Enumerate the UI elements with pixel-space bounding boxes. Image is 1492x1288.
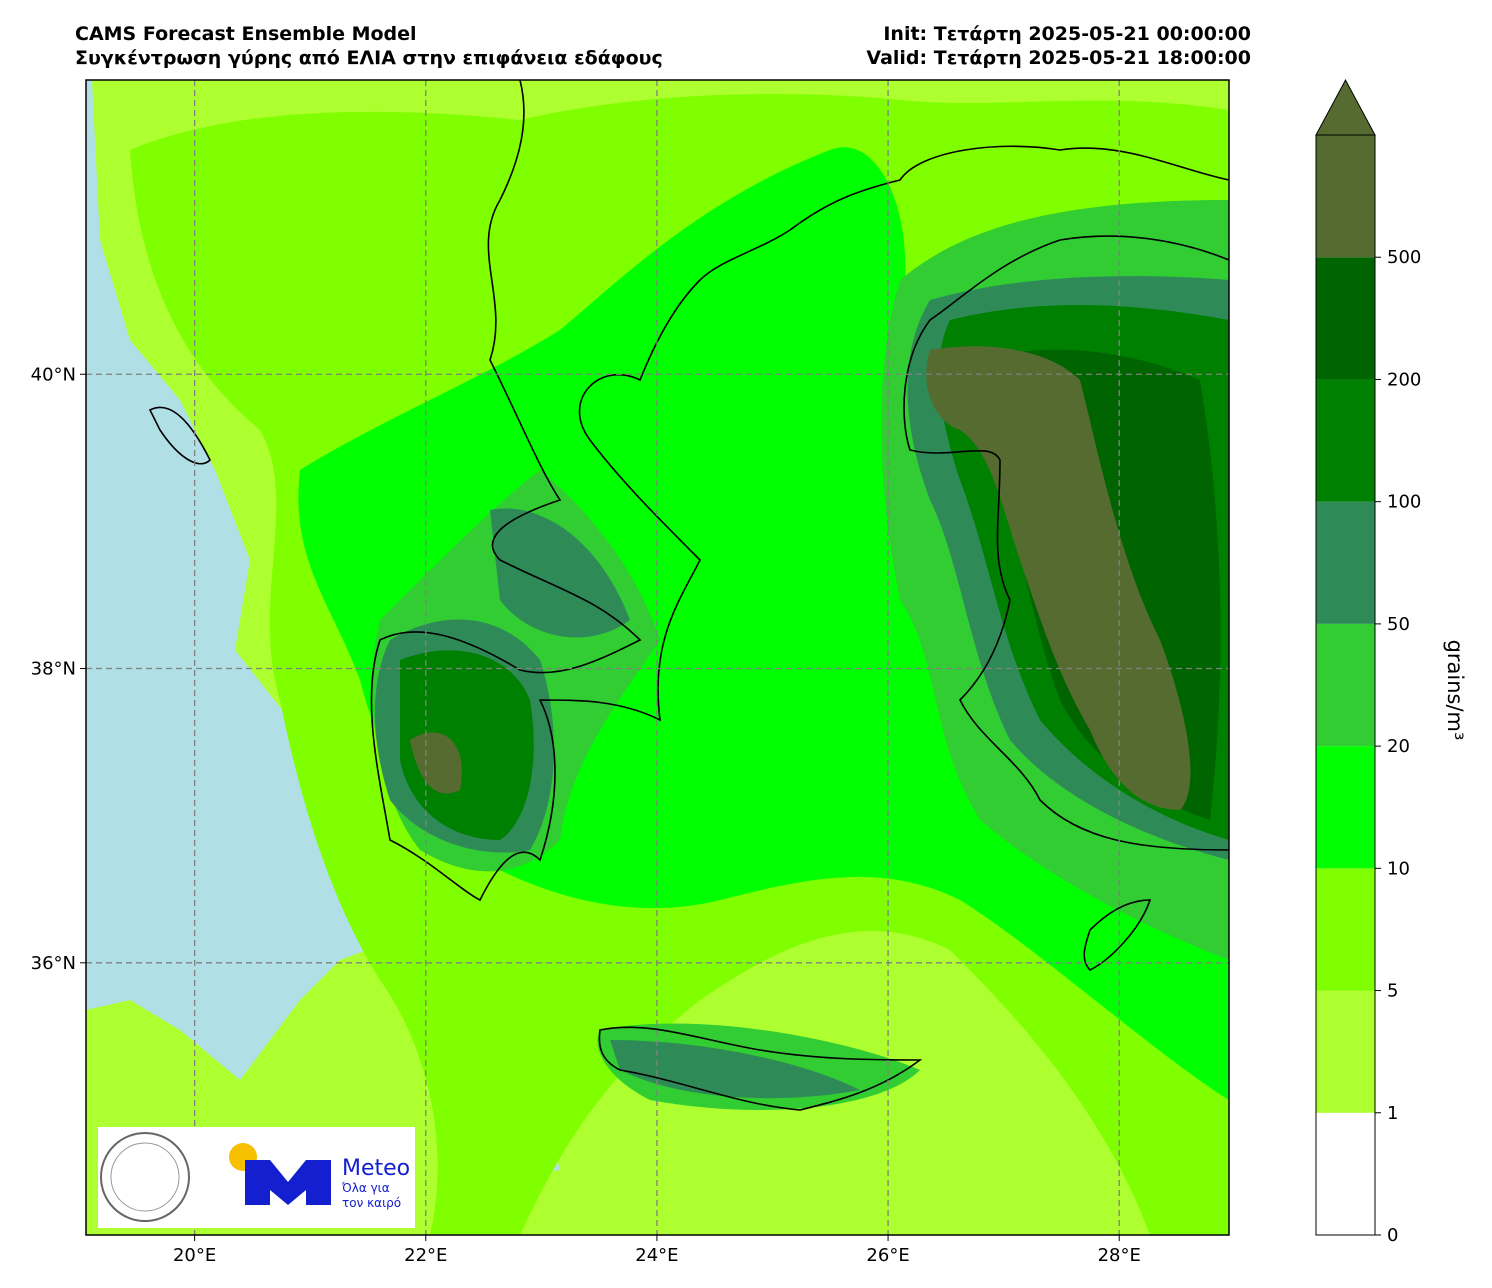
x-tick-label: 20°E bbox=[173, 1245, 216, 1266]
colorbar-tick-label: 5 bbox=[1387, 981, 1398, 1002]
slogan: Όλα για bbox=[341, 1181, 390, 1195]
observatory-seal bbox=[100, 1132, 190, 1222]
colorbar-band bbox=[1316, 501, 1375, 624]
colorbar-tick-label: 100 bbox=[1387, 492, 1421, 513]
colorbar-tick-label: 0 bbox=[1387, 1225, 1398, 1246]
colorbar-band bbox=[1316, 746, 1375, 869]
meteo-mark bbox=[245, 1160, 331, 1205]
x-tick-label: 28°E bbox=[1098, 1245, 1141, 1266]
colorbar-band bbox=[1316, 990, 1375, 1113]
valid-time: Valid: Τετάρτη 2025-05-21 18:00:00 bbox=[866, 47, 1251, 69]
x-tick-label: 26°E bbox=[866, 1245, 909, 1266]
logo: Meteo Όλα για τον καιρό bbox=[98, 1127, 415, 1228]
y-tick-label: 40°N bbox=[31, 364, 76, 385]
x-tick-label: 22°E bbox=[404, 1245, 447, 1266]
graticule bbox=[86, 80, 1229, 1235]
y-tick-label: 38°N bbox=[31, 659, 76, 680]
init-time: Init: Τετάρτη 2025-05-21 00:00:00 bbox=[883, 23, 1251, 45]
colorbar-tick-label: 200 bbox=[1387, 369, 1421, 390]
colorbar-tick-label: 500 bbox=[1387, 247, 1421, 268]
colorbar-tick-label: 50 bbox=[1387, 614, 1410, 635]
x-tick-label: 24°E bbox=[635, 1245, 678, 1266]
brand: Meteo bbox=[342, 1156, 410, 1181]
subtitle: Συγκέντρωση γύρης από ΕΛΙΑ στην επιφάνει… bbox=[75, 47, 663, 69]
colorbar-tick-label: 1 bbox=[1387, 1103, 1398, 1124]
sea bbox=[86, 80, 560, 1175]
colorbar-extend bbox=[1315, 78, 1376, 136]
colorbar-band bbox=[1316, 135, 1375, 258]
colorbar-band bbox=[1316, 623, 1375, 747]
colorbar: 0 1 5 10 20 50 100 200 500 bbox=[1315, 78, 1421, 1246]
colorbar-band bbox=[1316, 379, 1375, 502]
field-500 bbox=[410, 346, 1191, 810]
colorbar-label: grains/m³ bbox=[1443, 640, 1467, 741]
colorbar-tick-label: 20 bbox=[1387, 736, 1410, 757]
y-tick-label: 36°N bbox=[31, 953, 76, 974]
slogan: τον καιρό bbox=[342, 1196, 401, 1210]
colorbar-frame bbox=[1315, 134, 1376, 1236]
map-frame bbox=[85, 79, 1230, 1236]
observatory-seal-inner bbox=[110, 1142, 180, 1212]
coastline bbox=[148, 80, 1229, 1111]
colorbar-band bbox=[1316, 1112, 1375, 1235]
field-10 bbox=[298, 147, 1229, 1100]
colorbar-band bbox=[1316, 257, 1375, 380]
colorbar-tick-label: 10 bbox=[1387, 858, 1410, 879]
title: CAMS Forecast Ensemble Model bbox=[75, 23, 417, 45]
colorbar-band bbox=[1316, 868, 1375, 991]
